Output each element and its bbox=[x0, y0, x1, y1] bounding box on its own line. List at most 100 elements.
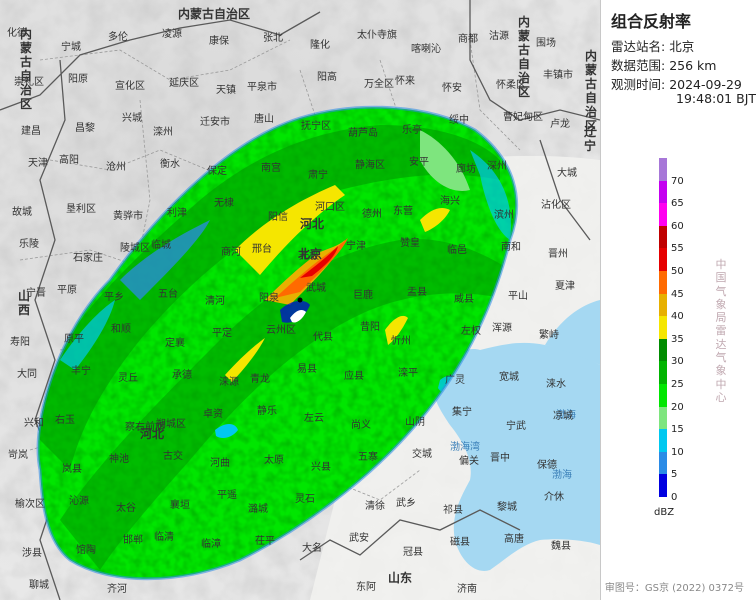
place-label: 滦平 bbox=[398, 366, 418, 379]
place-label: 应县 bbox=[344, 369, 364, 382]
place-label: 平原 bbox=[57, 284, 77, 296]
range-label: 数据范围: bbox=[611, 58, 666, 73]
legend-swatch bbox=[659, 338, 667, 362]
place-label: 定襄 bbox=[165, 336, 185, 349]
place-label: 赞皇 bbox=[400, 236, 420, 249]
place-label: 万全区 bbox=[364, 77, 394, 90]
place-label: 平遥 bbox=[217, 488, 237, 501]
place-label: 大名 bbox=[302, 541, 322, 554]
place-label: 安平 bbox=[409, 155, 429, 168]
place-label: 宁武 bbox=[506, 419, 526, 432]
legend-label: 30 bbox=[671, 356, 684, 368]
province-label: 内蒙古自治区 bbox=[518, 14, 530, 99]
place-label: 河曲 bbox=[210, 457, 230, 469]
place-label: 卓资 bbox=[203, 408, 223, 420]
place-label: 寿阳 bbox=[10, 335, 30, 348]
place-label: 武安 bbox=[349, 531, 369, 544]
place-label: 云州区 bbox=[266, 324, 296, 336]
place-label: 乐亭 bbox=[402, 123, 422, 136]
place-label: 沾化区 bbox=[541, 198, 571, 211]
place-label: 延庆区 bbox=[169, 76, 199, 89]
station-row: 雷达站名: 北京 bbox=[611, 36, 694, 55]
legend-swatch bbox=[659, 316, 667, 340]
station-label: 雷达站名: bbox=[611, 39, 666, 54]
place-label: 天镇 bbox=[216, 83, 236, 96]
place-label: 凉城 bbox=[553, 409, 573, 422]
place-label: 高阳 bbox=[59, 153, 79, 166]
place-label: 无极 bbox=[299, 249, 319, 262]
place-label: 五寨 bbox=[358, 450, 378, 463]
place-label: 青龙 bbox=[250, 372, 270, 385]
legend-swatch bbox=[659, 406, 667, 430]
place-label: 德州 bbox=[362, 207, 382, 220]
place-label: 襄垣 bbox=[170, 498, 190, 511]
echo-edge bbox=[36, 105, 518, 581]
legend-label: 55 bbox=[671, 243, 684, 255]
legend-label: 65 bbox=[671, 198, 684, 210]
place-label: 肃宁 bbox=[308, 168, 328, 181]
place-label: 宁晋 bbox=[26, 286, 46, 299]
place-label: 康保 bbox=[209, 34, 229, 47]
place-label: 河口区 bbox=[315, 201, 345, 213]
radar-map[interactable]: 内蒙古自治区 内蒙古自治区 内蒙古自治区 内蒙古自治区 山西 河北 河北 辽宁 山东 北京 渤海渤… bbox=[0, 0, 600, 600]
time-label: 观测时间: bbox=[611, 77, 666, 92]
legend-swatch bbox=[659, 451, 667, 475]
place-label: 大同 bbox=[17, 367, 37, 380]
place-label: 古交 bbox=[163, 449, 183, 462]
place-label: 高唐 bbox=[504, 532, 524, 545]
place-label: 岚县 bbox=[62, 463, 82, 475]
place-label: 五台 bbox=[158, 287, 178, 300]
place-label: 聊城 bbox=[29, 578, 49, 591]
place-label: 左云 bbox=[304, 411, 324, 424]
province-label: 北京 bbox=[298, 246, 322, 261]
legend-swatch bbox=[659, 180, 667, 204]
place-label: 冠县 bbox=[403, 546, 423, 558]
place-label: 馆陶 bbox=[76, 543, 96, 556]
place-label: 山阴 bbox=[405, 416, 425, 428]
place-label: 故城 bbox=[12, 205, 32, 218]
province-label: 辽宁 bbox=[584, 125, 597, 153]
place-label: 丰镇市 bbox=[543, 68, 573, 81]
place-label: 涞水 bbox=[546, 378, 566, 390]
place-label: 黄骅市 bbox=[113, 209, 143, 222]
place-label: 盂县 bbox=[407, 286, 427, 298]
place-label: 保定 bbox=[207, 164, 227, 177]
province-label: 内蒙古自治区 bbox=[585, 48, 597, 133]
liaodong-bay bbox=[545, 300, 600, 365]
place-label: 晋州 bbox=[548, 248, 568, 260]
place-label: 岢岚 bbox=[8, 449, 28, 461]
legend-swatch bbox=[659, 361, 667, 385]
place-label: 黎城 bbox=[497, 500, 517, 513]
place-label: 平乡 bbox=[104, 291, 124, 303]
place-label: 凌源 bbox=[162, 27, 182, 40]
place-label: 怀来 bbox=[395, 75, 415, 87]
place-label: 围场 bbox=[536, 36, 556, 49]
place-label: 卢龙 bbox=[550, 117, 570, 130]
sea-label: 渤海湾 bbox=[450, 440, 480, 453]
place-label: 海兴 bbox=[440, 194, 460, 207]
place-label: 多伦 bbox=[108, 30, 128, 43]
place-label: 廊坊 bbox=[456, 162, 476, 175]
legend-swatch bbox=[659, 158, 667, 182]
place-label: 浑源 bbox=[492, 321, 512, 334]
legend-label: 20 bbox=[671, 401, 684, 413]
place-label: 沁源 bbox=[69, 494, 89, 507]
place-label: 夏津 bbox=[555, 280, 575, 292]
place-label: 武乡 bbox=[396, 496, 416, 509]
place-label: 临清 bbox=[154, 530, 174, 543]
place-label: 临漳 bbox=[201, 537, 221, 550]
place-label: 利津 bbox=[167, 207, 187, 219]
legend-swatch bbox=[659, 293, 667, 317]
place-label: 忻州 bbox=[391, 334, 411, 347]
place-label: 平山 bbox=[508, 290, 528, 302]
place-label: 偏关 bbox=[459, 454, 479, 467]
legend-swatch bbox=[659, 225, 667, 249]
place-label: 陵城区 bbox=[120, 242, 150, 254]
range-value: 256 km bbox=[669, 58, 717, 73]
place-label: 清河 bbox=[205, 294, 225, 307]
place-label: 南和 bbox=[501, 240, 521, 253]
place-label: 榆次区 bbox=[15, 497, 45, 510]
place-label: 静海区 bbox=[355, 158, 385, 171]
